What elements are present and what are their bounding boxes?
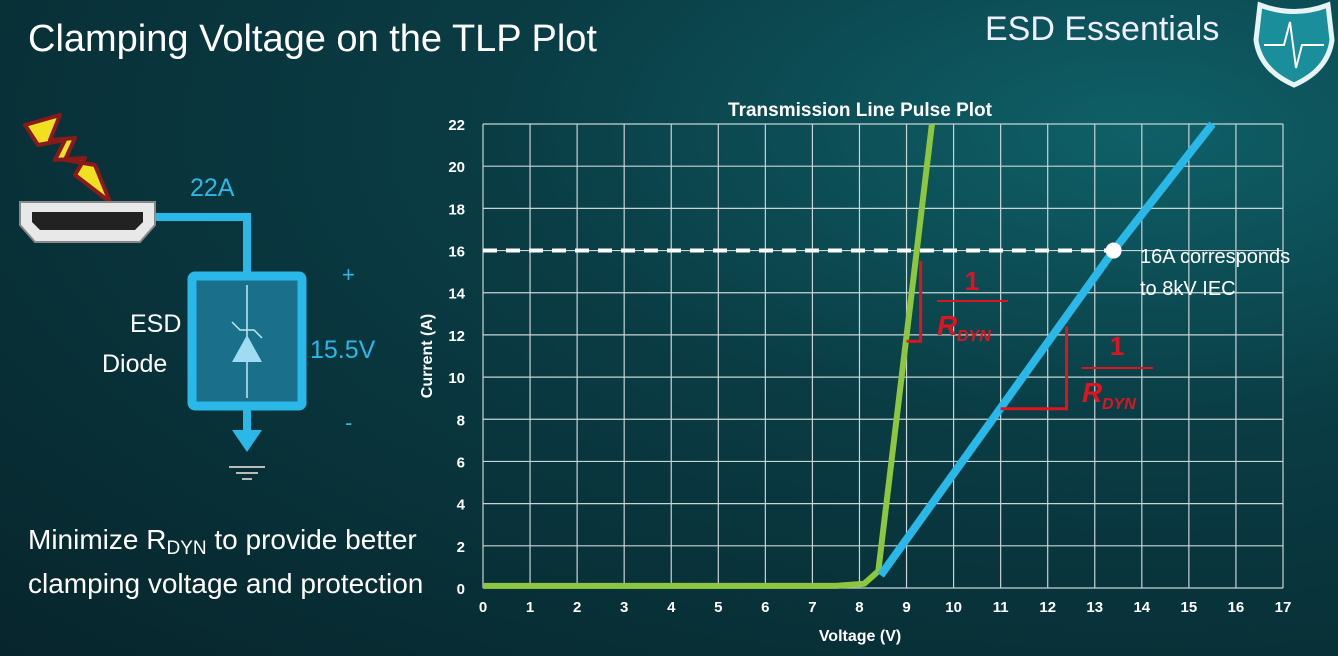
slope-denominator: R: [1082, 377, 1103, 408]
x-tick-label: 10: [945, 599, 962, 616]
hdmi-connector-icon: [19, 201, 156, 243]
bullet-text: Minimize RDYN to provide better clamping…: [28, 522, 428, 601]
series-line-blue: [877, 121, 1216, 578]
slope-numerator: 1: [965, 266, 979, 296]
x-tick-label: 1: [526, 599, 534, 616]
x-tick-label: 2: [573, 599, 581, 616]
x-tick-label: 0: [479, 599, 487, 616]
x-tick-label: 11: [993, 599, 1009, 616]
bullet-part: to provide better clamping voltage and p…: [28, 524, 424, 599]
y-tick-label: 10: [448, 370, 465, 387]
y-tick-label: 22: [448, 117, 465, 134]
current-label: 22A: [190, 174, 235, 202]
x-tick-label: 4: [667, 599, 676, 616]
series-line-green: [483, 123, 935, 589]
slope-subscript: DYN: [1102, 396, 1136, 413]
x-tick-label: 17: [1275, 599, 1292, 616]
x-tick-label: 8: [855, 599, 863, 616]
slope-subscript: DYN: [957, 328, 991, 345]
chart-title: Transmission Line Pulse Plot: [728, 100, 993, 121]
brand-title: ESD Essentials: [985, 10, 1220, 48]
x-tick-label: 5: [714, 599, 722, 616]
slope-label-blue: 1 R DYN: [1082, 331, 1153, 413]
slope-denominator: R: [937, 310, 958, 341]
esd-circuit-diagram: [19, 113, 307, 480]
slope-triangle: [906, 261, 923, 343]
slope-label-green: 1 R DYN: [937, 266, 1008, 345]
diode-icon: [232, 335, 262, 362]
bullet-subscript: DYN: [166, 538, 207, 559]
slope-numerator: 1: [1110, 331, 1124, 361]
y-tick-label: 4: [457, 497, 466, 514]
x-tick-label: 15: [1181, 599, 1198, 616]
x-tick-label: 12: [1039, 599, 1056, 616]
y-tick-label: 14: [448, 286, 465, 303]
y-tick-label: 2: [457, 539, 465, 556]
annotation-line-1: 16A corresponds: [1140, 246, 1290, 268]
y-tick-label: 20: [448, 159, 465, 176]
device-label-diode: Diode: [102, 350, 168, 378]
y-tick-label: 8: [457, 412, 465, 429]
y-tick-label: 12: [448, 328, 465, 345]
slide-title: Clamping Voltage on the TLP Plot: [28, 18, 597, 60]
voltage-label: 15.5V: [310, 336, 376, 364]
y-tick-label: 6: [457, 454, 465, 471]
minus-sign: -: [345, 410, 353, 435]
bullet-part: Minimize R: [28, 524, 167, 555]
plus-sign: +: [342, 262, 355, 287]
x-tick-label: 16: [1228, 599, 1245, 616]
shield-logo-icon: [1253, 1, 1335, 88]
x-tick-label: 13: [1086, 599, 1103, 616]
x-tick-label: 3: [620, 599, 628, 616]
slope-triangle: [1000, 326, 1069, 411]
y-tick-label: 16: [448, 244, 465, 261]
marker-point: [1105, 242, 1122, 259]
annotation-line-2: to 8kV IEC: [1140, 278, 1236, 300]
x-axis-label: Voltage (V): [819, 628, 901, 645]
device-label-esd: ESD: [130, 310, 182, 338]
y-tick-label: 18: [448, 201, 465, 218]
y-tick-label: 0: [457, 581, 465, 598]
x-tick-label: 7: [808, 599, 816, 616]
x-tick-label: 9: [902, 599, 910, 616]
x-tick-label: 14: [1133, 599, 1150, 616]
ground-icon: [229, 466, 265, 480]
y-axis-label: Current (A): [419, 314, 436, 398]
x-tick-label: 6: [761, 599, 769, 616]
